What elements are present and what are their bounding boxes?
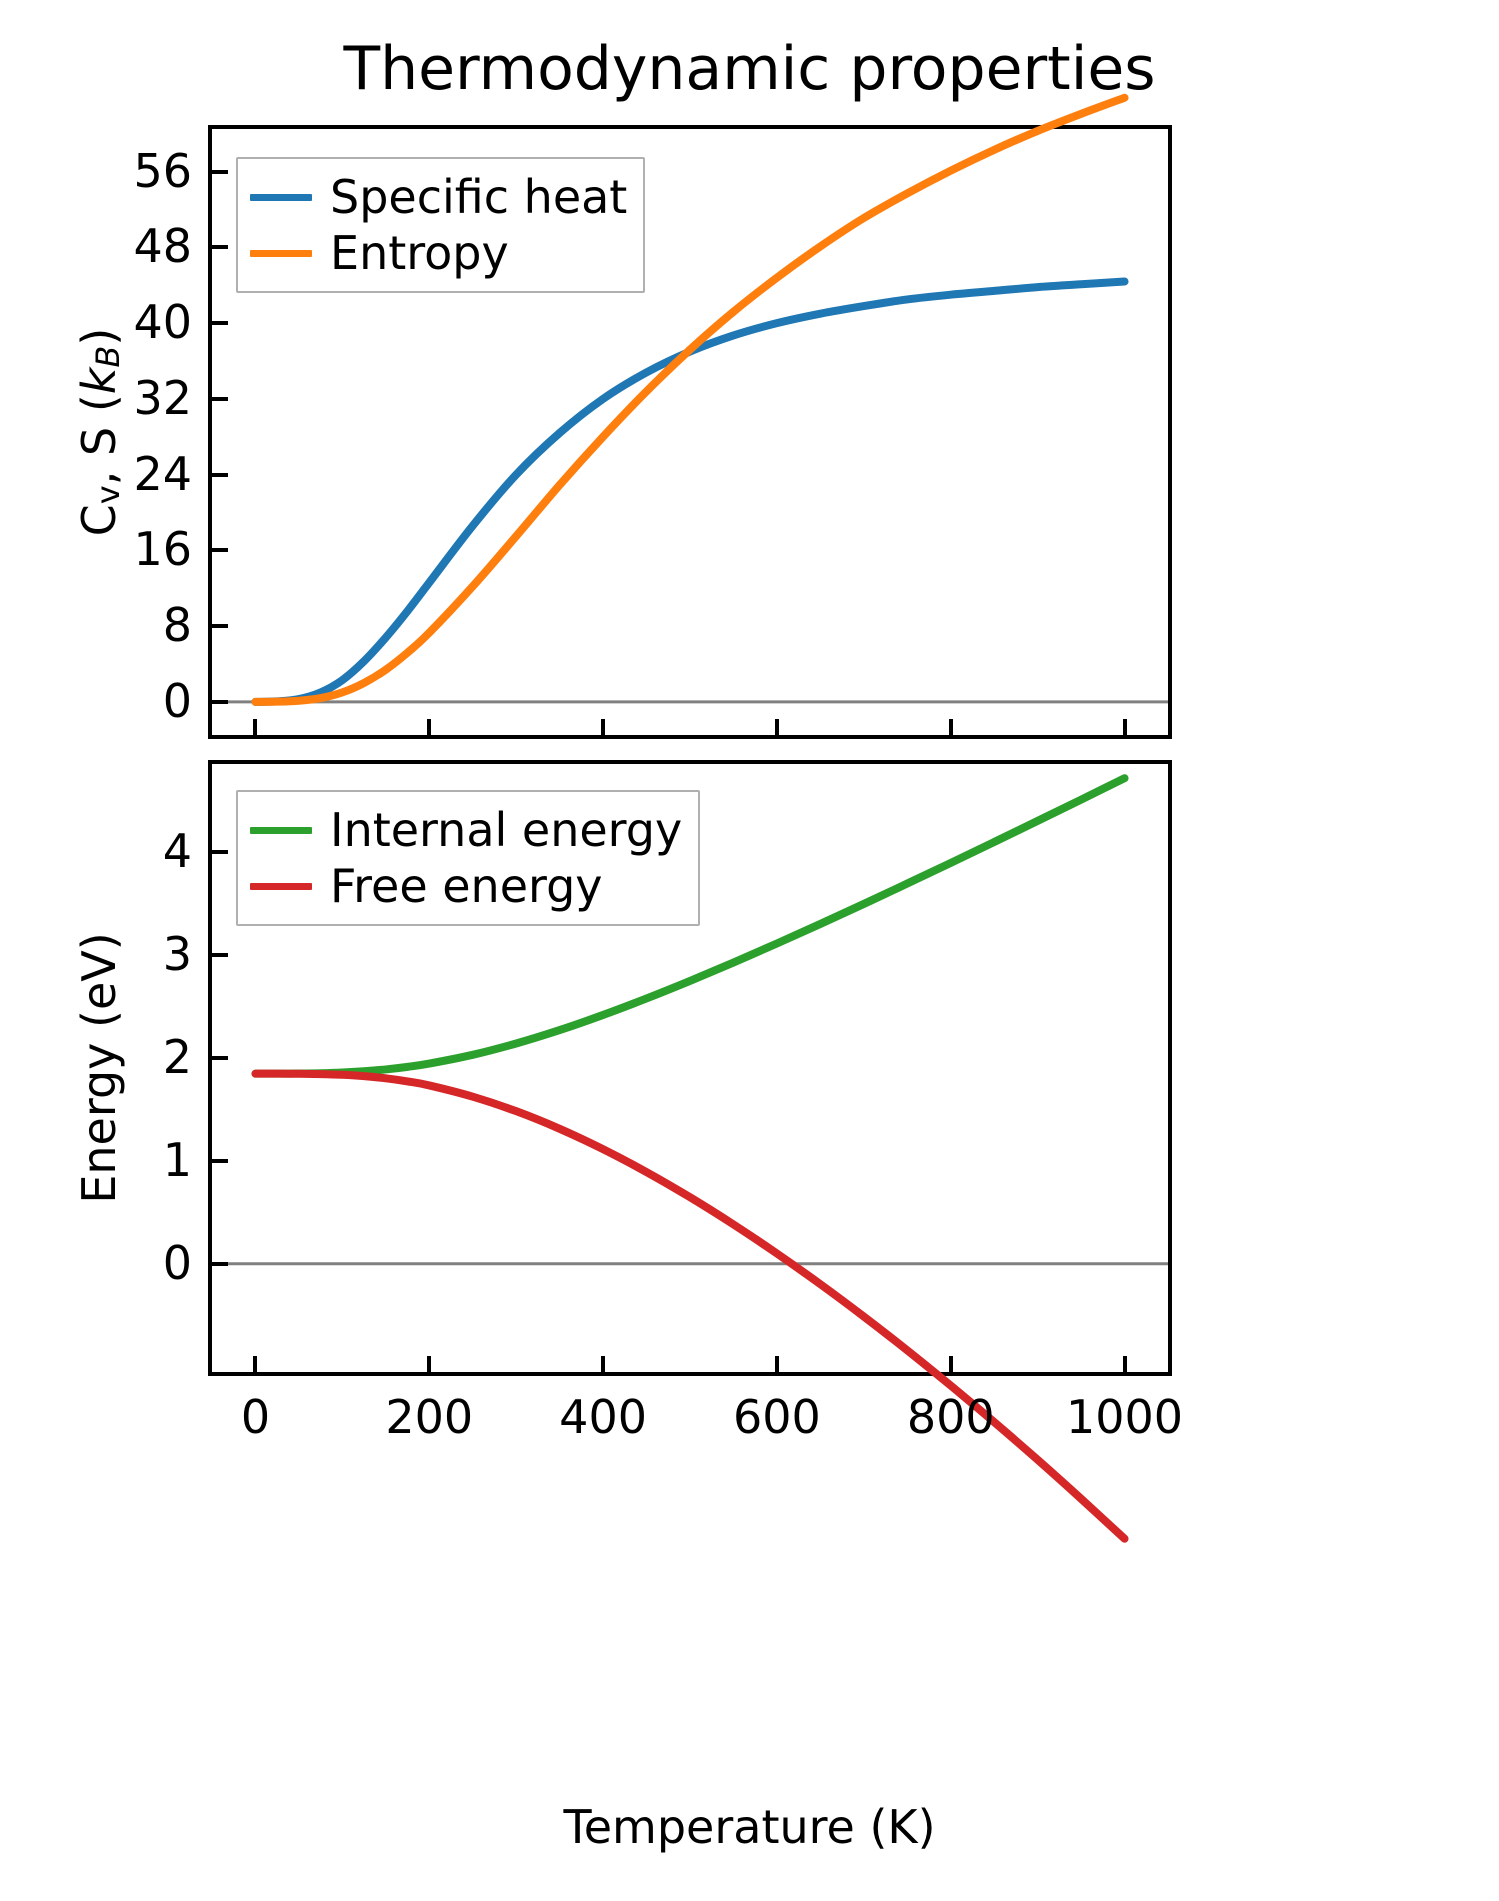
legend-label-specific-heat: Specific heat — [330, 170, 628, 224]
x-tick-label: 800 — [906, 1390, 995, 1444]
x-axis-label: Temperature (K) — [563, 1800, 936, 1854]
plot-area-top — [212, 93, 1168, 706]
y-tick-label: 4 — [162, 823, 192, 878]
y-tick-mark — [212, 1158, 228, 1163]
y-tick-label: 40 — [133, 295, 192, 350]
series-line-specific-heat — [251, 277, 1129, 706]
axes-top-panel: 0 8 16 24 32 40 48 56 Specific heat Entropy — [133, 93, 1172, 739]
legend-label-entropy: Entropy — [330, 226, 509, 280]
legend-item[interactable]: Internal energy — [250, 802, 682, 858]
x-tick-label: 1000 — [1065, 1390, 1184, 1444]
x-tick-label: 400 — [559, 1390, 647, 1444]
legend-label-internal-energy: Internal energy — [330, 803, 683, 857]
y-axis-label-top-text: Cv, S (kB) — [72, 327, 127, 537]
x-tick-label: 200 — [385, 1390, 474, 1444]
series-line-free-energy — [251, 1069, 1129, 1543]
x-tick-mark — [948, 1356, 953, 1372]
x-tick-mark — [774, 1356, 779, 1372]
y-tick-mark — [212, 245, 228, 250]
legend-swatch-free-energy — [250, 882, 312, 890]
y-tick-mark — [212, 472, 228, 477]
x-tick-mark — [774, 719, 779, 735]
x-tick-mark — [948, 719, 953, 735]
legend-label-free-energy: Free energy — [330, 859, 603, 913]
y-tick-mark — [212, 849, 228, 854]
y-axis-label-bottom: Energy (eV) — [72, 932, 126, 1203]
y-tick-mark — [212, 396, 228, 401]
series-line-entropy — [251, 93, 1129, 706]
y-tick-label: 24 — [133, 446, 192, 501]
legend-swatch-internal-energy — [250, 826, 312, 834]
y-tick-mark — [212, 952, 228, 957]
axes-bottom-panel: 0 1 2 3 4 0 200 400 600 800 1000 Internal energy F… — [163, 760, 1183, 1543]
figure-title: Thermodynamic properties — [343, 34, 1156, 104]
y-axis-label-top: Cv, S (kB) — [72, 328, 127, 537]
legend-bottom-panel: Internal energy Free energy — [236, 790, 701, 926]
legend-swatch-specific-heat — [250, 193, 312, 201]
y-tick-mark — [212, 1261, 228, 1266]
x-tick-mark — [601, 1356, 606, 1372]
y-tick-label: 0 — [162, 673, 192, 728]
y-tick-label: 32 — [133, 370, 192, 425]
x-tick-label: 600 — [733, 1390, 821, 1444]
legend-item[interactable]: Specific heat — [250, 169, 627, 225]
x-tick-mark — [427, 719, 432, 735]
y-tick-mark — [212, 624, 228, 629]
legend-top-panel: Specific heat Entropy — [236, 157, 646, 293]
y-tick-label: 48 — [133, 219, 192, 274]
x-tick-mark — [427, 1356, 432, 1372]
x-tick-mark — [253, 1356, 258, 1372]
y-tick-mark — [212, 321, 228, 326]
x-tick-label: 0 — [240, 1390, 271, 1444]
y-tick-label: 8 — [162, 598, 192, 653]
y-tick-label: 1 — [162, 1132, 192, 1187]
y-tick-label: 56 — [133, 143, 192, 198]
x-tick-mark — [253, 719, 258, 735]
y-tick-mark — [212, 548, 228, 553]
y-tick-mark — [212, 1055, 228, 1060]
y-tick-label: 2 — [162, 1029, 192, 1084]
legend-swatch-entropy — [250, 249, 312, 257]
y-axis-label-bottom-text: Energy (eV) — [72, 932, 126, 1204]
y-tick-label: 3 — [162, 926, 192, 981]
y-tick-label: 16 — [133, 522, 192, 577]
y-tick-mark — [212, 169, 228, 174]
legend-item[interactable]: Entropy — [250, 225, 627, 281]
legend-item[interactable]: Free energy — [250, 858, 682, 914]
x-tick-mark — [1122, 1356, 1127, 1372]
x-tick-mark — [601, 719, 606, 735]
y-tick-label: 0 — [162, 1235, 192, 1290]
plot-area-bottom — [212, 774, 1168, 1543]
y-tick-mark — [212, 699, 228, 704]
x-tick-mark — [1122, 719, 1127, 735]
